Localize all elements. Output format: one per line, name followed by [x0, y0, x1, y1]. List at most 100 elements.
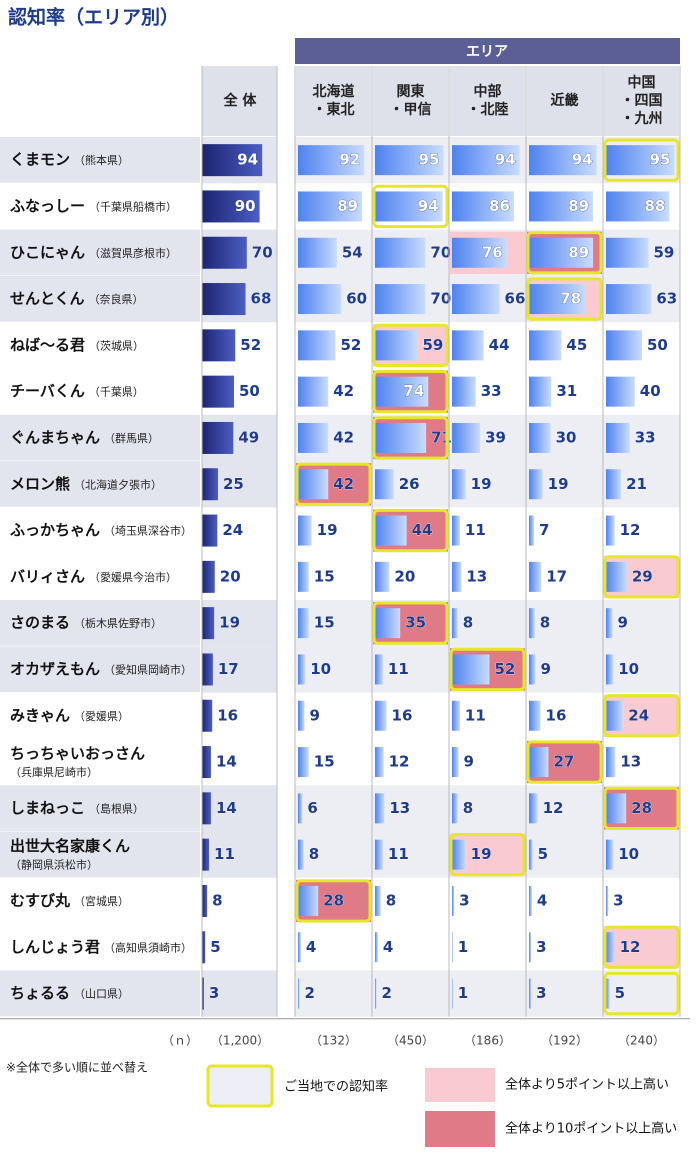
value-label: 28 — [631, 799, 652, 817]
place: （茨城県） — [89, 338, 144, 352]
home-box — [526, 740, 603, 784]
region-bar — [452, 839, 466, 870]
n-label: （ｎ） — [162, 1034, 198, 1048]
region-header: ・甲信 — [390, 101, 432, 118]
region-bar — [606, 608, 613, 639]
row-bg — [0, 646, 200, 693]
value-label: 30 — [556, 428, 577, 446]
value-label: 8 — [463, 799, 473, 817]
value-label: 31 — [556, 382, 577, 400]
value-label: 1 — [458, 938, 468, 956]
region-bar — [529, 608, 535, 639]
total-header-bg — [202, 66, 277, 136]
row-bg — [202, 831, 277, 878]
region-bar — [298, 654, 306, 685]
value-label: 60 — [346, 290, 367, 308]
value-label: 39 — [485, 428, 506, 446]
name: せんとくん — [10, 290, 85, 308]
value-label: 94 — [572, 151, 593, 169]
region-bar — [529, 932, 532, 963]
name: しまねっこ — [10, 799, 85, 817]
row-bg — [0, 275, 200, 323]
region-bar — [452, 978, 453, 1009]
value-label: 42 — [333, 475, 354, 493]
total-bar — [202, 560, 215, 593]
region-bar — [298, 237, 337, 268]
value-label: 94 — [495, 151, 516, 169]
value-label: 89 — [568, 243, 589, 261]
row-bg — [202, 600, 277, 647]
place: （千葉県船橋市） — [89, 199, 177, 213]
region-bar — [375, 978, 377, 1009]
value-label: 70 — [430, 243, 451, 261]
home-box — [372, 184, 449, 229]
value-label: 21 — [626, 475, 647, 493]
value-label: 78 — [560, 290, 581, 308]
value-label: 70 — [430, 290, 451, 308]
total-bar — [202, 283, 246, 316]
region-header: ・九州 — [621, 111, 663, 127]
home-box — [372, 508, 449, 553]
value-label: 7 — [539, 521, 549, 539]
legend-5-swatch — [425, 1068, 495, 1102]
value-label: 8 — [309, 845, 319, 863]
row-bg — [0, 414, 200, 462]
region-bar — [529, 700, 541, 731]
name: メロン熊 — [10, 475, 70, 493]
name: ひこにゃん — [10, 243, 85, 261]
total-bar — [202, 699, 213, 732]
region-header-bg — [296, 66, 371, 136]
name: ちょるる — [10, 984, 70, 1002]
value-label: 13 — [466, 567, 487, 585]
row-bg — [0, 600, 200, 647]
home-box — [449, 833, 526, 877]
value-label: 9 — [540, 660, 550, 678]
region-bar — [606, 515, 615, 546]
value-label: 59 — [653, 243, 674, 261]
region-bar — [375, 469, 394, 500]
value-label: 90 — [235, 197, 256, 215]
value-label: 33 — [635, 428, 656, 446]
region-bar — [375, 515, 407, 546]
value-label: 15 — [314, 753, 335, 771]
region-bar — [529, 376, 552, 407]
value-label: 66 — [505, 290, 526, 308]
value-label: 8 — [540, 614, 550, 632]
region-bar — [298, 561, 309, 592]
region-bar — [606, 793, 627, 824]
title: 認知率（エリア別） — [8, 6, 179, 29]
row-bg — [202, 785, 277, 832]
region-bar — [529, 191, 594, 222]
value-label: 8 — [386, 891, 396, 909]
region-bar — [452, 284, 500, 315]
total-bar — [202, 329, 236, 362]
row-bg — [202, 970, 277, 1017]
home-box — [603, 786, 680, 831]
home-box — [603, 925, 680, 969]
region-bar — [375, 191, 443, 222]
region-bar — [529, 747, 549, 778]
region-bar — [298, 330, 336, 361]
value-label: 24 — [628, 706, 649, 724]
region-bar — [452, 515, 460, 546]
region-bar — [375, 608, 401, 639]
region-bar — [452, 932, 453, 963]
name: ぐんまちゃん — [10, 428, 100, 446]
home-box — [603, 971, 680, 1016]
value-label: 26 — [399, 475, 420, 493]
region-bar — [606, 469, 622, 500]
region-header: ・北陸 — [467, 101, 509, 118]
region-bar — [298, 932, 301, 963]
place: （埼玉県深谷市） — [104, 524, 192, 538]
region-bar — [529, 561, 542, 592]
total-bar — [202, 931, 206, 964]
value-label: 6 — [307, 799, 317, 817]
total-bar — [202, 607, 215, 640]
region-header-bg — [373, 66, 448, 136]
value-label: 3 — [459, 891, 469, 909]
value-label: 9 — [617, 614, 627, 632]
total-bar — [202, 468, 218, 501]
value-label: 13 — [620, 753, 641, 771]
region-bar — [298, 376, 329, 407]
place: （山口県） — [74, 988, 129, 1001]
